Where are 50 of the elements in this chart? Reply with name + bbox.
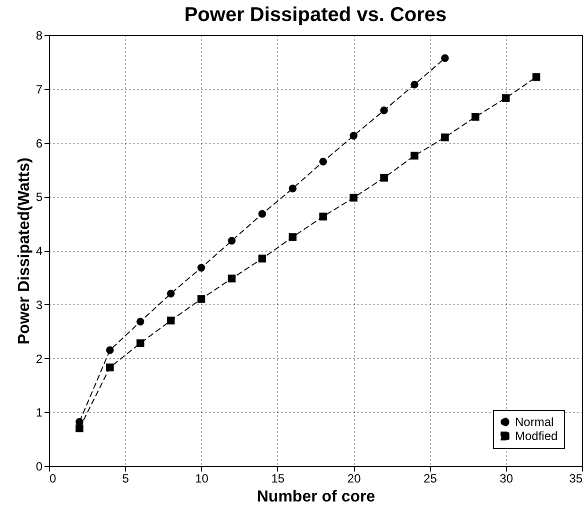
x-axis-title: Number of core xyxy=(256,488,376,506)
point xyxy=(258,254,266,262)
y-tick-label: 3 xyxy=(36,298,43,312)
point xyxy=(441,54,449,62)
chart-title: Power Dissipated vs. Cores xyxy=(184,4,447,26)
x-tick-label: 5 xyxy=(122,472,130,486)
y-tick-label: 5 xyxy=(36,190,43,204)
point xyxy=(166,290,175,298)
x-tick-label: 30 xyxy=(500,472,514,486)
point xyxy=(197,295,206,303)
point xyxy=(410,152,418,160)
y-tick-label: 8 xyxy=(36,28,43,42)
point xyxy=(106,364,114,372)
x-tick-label: 25 xyxy=(424,472,438,486)
y-tick-label: 2 xyxy=(36,352,43,366)
point xyxy=(441,133,449,142)
point xyxy=(136,339,144,348)
point xyxy=(319,158,327,166)
point xyxy=(258,210,266,218)
point xyxy=(410,80,418,88)
x-tick-label: 15 xyxy=(271,472,285,486)
point xyxy=(136,318,144,326)
x-tick-label: 20 xyxy=(347,472,362,486)
legend-label: Modfied xyxy=(515,429,558,443)
point xyxy=(288,184,297,192)
y-tick-label: 7 xyxy=(36,82,43,96)
x-tick-label: 0 xyxy=(50,472,56,486)
point xyxy=(197,264,206,272)
point xyxy=(166,316,175,324)
y-tick-label: 6 xyxy=(36,136,43,150)
y-axis-title: Power Dissipated(Watts) xyxy=(16,158,33,344)
point xyxy=(228,274,236,282)
legend-label: Normal xyxy=(515,415,554,429)
y-tick-label: 1 xyxy=(36,406,43,420)
point xyxy=(76,424,84,432)
point xyxy=(350,132,358,140)
point xyxy=(502,94,510,102)
point xyxy=(380,174,388,182)
y-tick-label: 0 xyxy=(36,460,43,474)
point xyxy=(472,113,480,121)
point xyxy=(106,346,114,354)
point xyxy=(288,233,297,241)
point xyxy=(228,236,236,245)
point xyxy=(380,106,388,114)
point xyxy=(319,212,327,220)
y-tick-label: 4 xyxy=(36,244,43,258)
x-tick-label: 35 xyxy=(569,472,583,486)
point xyxy=(350,194,358,202)
x-tick-label: 10 xyxy=(195,472,209,486)
point xyxy=(532,73,540,81)
